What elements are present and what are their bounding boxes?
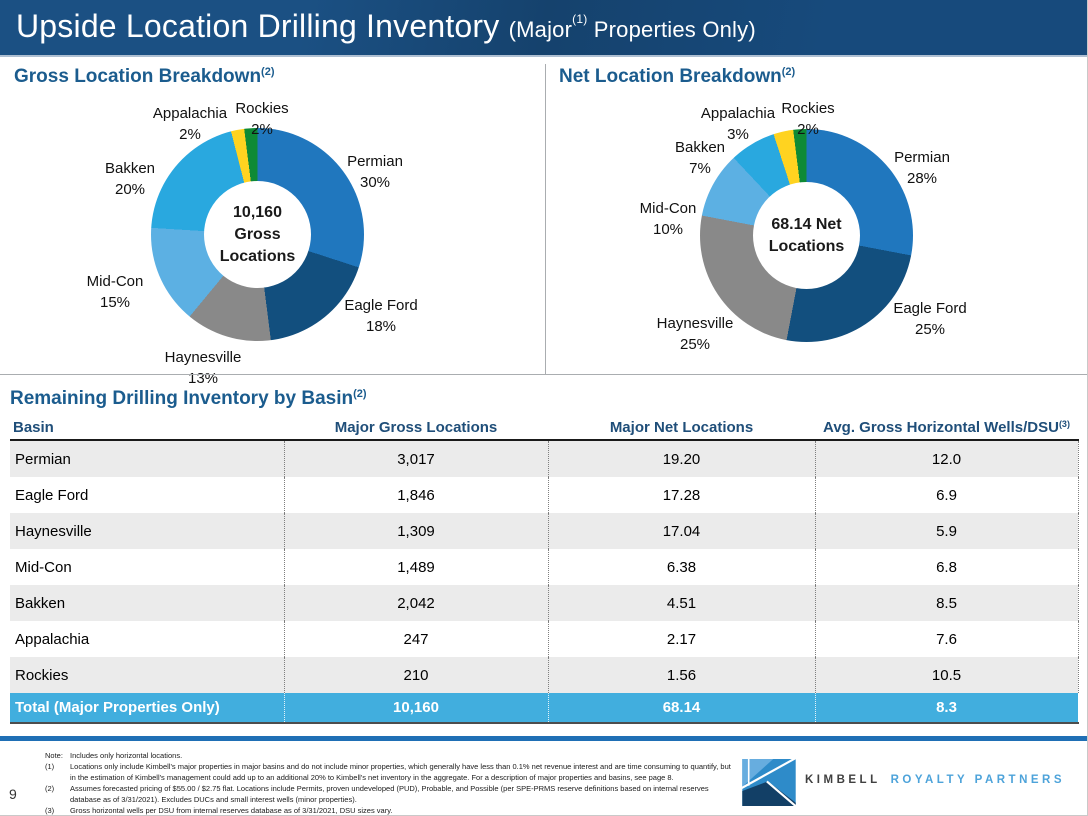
slice-label-permian: Permian 28% bbox=[894, 149, 950, 187]
slice-label-mid-con: Mid-Con 10% bbox=[639, 200, 697, 238]
value-cell: 247 bbox=[284, 621, 549, 657]
panel-divider-horizontal bbox=[0, 374, 1087, 375]
gross-donut-chart: 10,160 Gross Locations bbox=[151, 128, 364, 341]
total-net-cell: 68.14 bbox=[548, 693, 816, 724]
table-row: Eagle Ford 1,846 17.28 6.9 bbox=[10, 477, 1079, 513]
slice-label-eagle-ford: Eagle Ford 25% bbox=[893, 300, 967, 338]
slice-label-permian: Permian 30% bbox=[347, 153, 403, 191]
total-label-cell: Total (Major Properties Only) bbox=[10, 693, 285, 724]
slice-label-haynesville: Haynesville 13% bbox=[164, 349, 242, 387]
kimbell-logo-icon bbox=[742, 759, 796, 806]
value-cell: 10.5 bbox=[815, 657, 1079, 693]
gross-location-panel: Gross Location Breakdown(2) 10,160 Gross… bbox=[0, 57, 545, 387]
table-header-row: Basin Major Gross Locations Major Net Lo… bbox=[10, 415, 1078, 441]
value-cell: 6.9 bbox=[815, 477, 1079, 513]
slice-label-haynesville: Haynesville 25% bbox=[656, 315, 734, 353]
table-section-title: Remaining Drilling Inventory by Basin(2) bbox=[10, 388, 367, 409]
footnote-ref-2: (2) bbox=[353, 388, 367, 400]
page-title-qualifier: (Major(1) Properties Only) bbox=[508, 12, 756, 42]
footnote-ref-2: (2) bbox=[261, 66, 275, 78]
kimbell-logo-wordmark: KIMBELL ROYALTY PARTNERS bbox=[805, 774, 1065, 786]
value-cell: 6.38 bbox=[548, 549, 816, 585]
value-cell: 19.20 bbox=[548, 440, 816, 477]
col-header-wells: Avg. Gross Horizontal Wells/DSU(3) bbox=[815, 415, 1078, 441]
slice-label-eagle-ford: Eagle Ford 18% bbox=[344, 297, 418, 335]
value-cell: 3,017 bbox=[284, 440, 549, 477]
net-donut-chart: 68.14 Net Locations bbox=[700, 129, 913, 342]
footnote-2: (2) Assumes forecasted pricing of $55.00 … bbox=[45, 784, 709, 804]
value-cell: 17.04 bbox=[548, 513, 816, 549]
value-cell: 1,309 bbox=[284, 513, 549, 549]
slide-header: Upside Location Drilling Inventory (Majo… bbox=[0, 0, 1087, 57]
col-header-basin: Basin bbox=[10, 415, 284, 441]
basin-cell: Rockies bbox=[10, 657, 285, 693]
net-location-panel: Net Location Breakdown(2) 68.14 Net Loca… bbox=[545, 57, 1087, 375]
basin-cell: Permian bbox=[10, 440, 285, 477]
basin-cell: Haynesville bbox=[10, 513, 285, 549]
value-cell: 210 bbox=[284, 657, 549, 693]
footnote-1: (1) Locations only include Kimbell's majo… bbox=[45, 762, 731, 782]
col-header-gross: Major Gross Locations bbox=[284, 415, 548, 441]
table-total-row: Total (Major Properties Only) 10,160 68.… bbox=[10, 693, 1079, 724]
panel-divider-vertical bbox=[545, 64, 546, 374]
slice-label-appalachia: Appalachia 2% bbox=[152, 105, 228, 143]
inventory-table: Basin Major Gross Locations Major Net Lo… bbox=[10, 415, 1079, 724]
slice-label-rockies: Rockies 2% bbox=[235, 100, 289, 138]
footnote-ref-1: (1) bbox=[572, 12, 588, 26]
footnote-3: (3) Gross horizontal wells per DSU from i… bbox=[45, 806, 393, 816]
value-cell: 2.17 bbox=[548, 621, 816, 657]
total-gross-cell: 10,160 bbox=[284, 693, 549, 724]
slice-label-appalachia: Appalachia 3% bbox=[700, 105, 776, 143]
value-cell: 1,489 bbox=[284, 549, 549, 585]
net-chart-title: Net Location Breakdown(2) bbox=[559, 66, 796, 87]
basin-cell: Appalachia bbox=[10, 621, 285, 657]
value-cell: 8.5 bbox=[815, 585, 1079, 621]
value-cell: 12.0 bbox=[815, 440, 1079, 477]
table-row: Appalachia 247 2.17 7.6 bbox=[10, 621, 1079, 657]
value-cell: 2,042 bbox=[284, 585, 549, 621]
value-cell: 1.56 bbox=[548, 657, 816, 693]
value-cell: 7.6 bbox=[815, 621, 1079, 657]
total-wells-cell: 8.3 bbox=[815, 693, 1079, 724]
col-header-net: Major Net Locations bbox=[548, 415, 815, 441]
value-cell: 1,846 bbox=[284, 477, 549, 513]
value-cell: 17.28 bbox=[548, 477, 816, 513]
page-title: Upside Location Drilling Inventory (Majo… bbox=[16, 8, 756, 45]
gross-donut-center-label: 10,160 Gross Locations bbox=[204, 181, 311, 288]
table-row: Rockies 210 1.56 10.5 bbox=[10, 657, 1079, 693]
table-row: Haynesville 1,309 17.04 5.9 bbox=[10, 513, 1079, 549]
footer-accent-bar bbox=[0, 736, 1087, 741]
basin-cell: Bakken bbox=[10, 585, 285, 621]
net-donut-center-label: 68.14 Net Locations bbox=[753, 182, 860, 289]
footnote-ref-2: (2) bbox=[781, 66, 796, 78]
basin-cell: Eagle Ford bbox=[10, 477, 285, 513]
inventory-table-body: Permian 3,017 19.20 12.0 Eagle Ford 1,846 17.2… bbox=[10, 440, 1079, 693]
footnote-note: Note: Includes only horizontal locations. bbox=[45, 751, 183, 760]
slice-label-bakken: Bakken 20% bbox=[104, 160, 156, 198]
logo-text-royalty-partners: ROYALTY PARTNERS bbox=[890, 774, 1066, 786]
table-row: Bakken 2,042 4.51 8.5 bbox=[10, 585, 1079, 621]
logo-text-kimbell: KIMBELL bbox=[805, 774, 881, 786]
gross-chart-title: Gross Location Breakdown(2) bbox=[14, 66, 275, 87]
page-number: 9 bbox=[9, 786, 17, 802]
basin-cell: Mid-Con bbox=[10, 549, 285, 585]
page-title-main: Upside Location Drilling Inventory bbox=[16, 8, 500, 44]
table-row: Mid-Con 1,489 6.38 6.8 bbox=[10, 549, 1079, 585]
slice-label-mid-con: Mid-Con 15% bbox=[86, 273, 144, 311]
footnotes: Note: Includes only horizontal locations.… bbox=[45, 751, 737, 816]
value-cell: 5.9 bbox=[815, 513, 1079, 549]
value-cell: 4.51 bbox=[548, 585, 816, 621]
value-cell: 6.8 bbox=[815, 549, 1079, 585]
slice-label-rockies: Rockies 2% bbox=[781, 100, 835, 138]
slice-label-bakken: Bakken 7% bbox=[674, 139, 726, 177]
table-row: Permian 3,017 19.20 12.0 bbox=[10, 440, 1079, 477]
footnote-ref-3: (3) bbox=[1058, 418, 1070, 429]
kimbell-logo: KIMBELL ROYALTY PARTNERS bbox=[742, 757, 1082, 807]
